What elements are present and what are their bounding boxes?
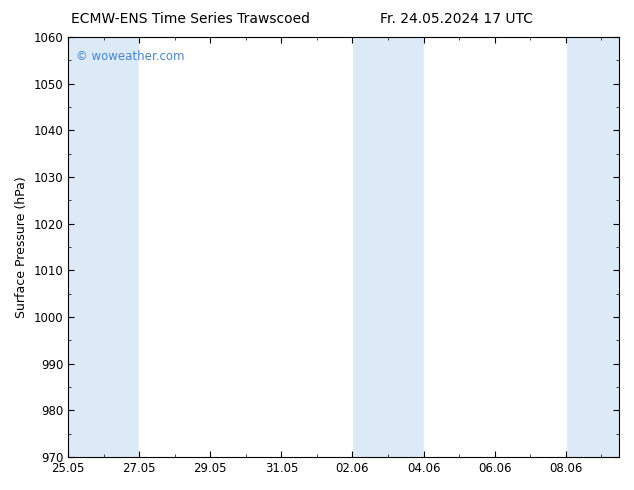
Bar xyxy=(281,37,353,457)
Bar xyxy=(424,37,495,457)
Y-axis label: Surface Pressure (hPa): Surface Pressure (hPa) xyxy=(15,176,28,318)
Text: Fr. 24.05.2024 17 UTC: Fr. 24.05.2024 17 UTC xyxy=(380,12,533,26)
Bar xyxy=(210,37,281,457)
Bar xyxy=(139,37,210,457)
Text: ECMW-ENS Time Series Trawscoed: ECMW-ENS Time Series Trawscoed xyxy=(71,12,309,26)
Bar xyxy=(495,37,566,457)
Text: © woweather.com: © woweather.com xyxy=(77,50,185,63)
